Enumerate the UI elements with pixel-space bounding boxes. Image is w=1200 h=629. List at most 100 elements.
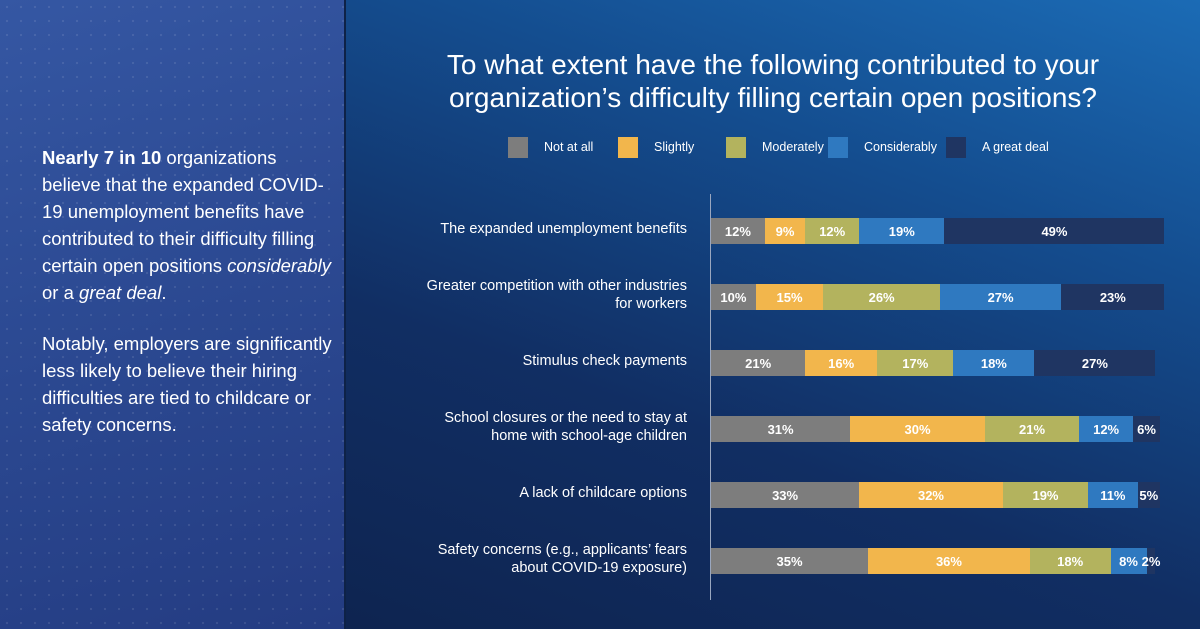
bar-segment: 11%: [1088, 482, 1138, 508]
bar-segment: 10%: [711, 284, 756, 310]
legend-item: A great deal: [946, 136, 1049, 158]
category-label: Greater competition with other industrie…: [357, 277, 687, 313]
summary-paragraph-2: Notably, employers are significantly les…: [42, 333, 332, 435]
bar-data-label: 15%: [776, 289, 803, 305]
bar-segment: 2%: [1142, 548, 1160, 574]
bar-data-label: 49%: [1041, 223, 1068, 239]
bar-segment: 6%: [1133, 416, 1160, 442]
bar-segment: 17%: [877, 350, 954, 376]
bar-data-label: 5%: [1139, 487, 1159, 503]
bar-segment: 30%: [850, 416, 985, 442]
summary-paragraph-1: Nearly 7 in 10 organizations believe tha…: [42, 144, 332, 306]
legend-item: Considerably: [828, 136, 937, 158]
category-label-line: for workers: [615, 296, 687, 312]
summary-text-part: organizations believe that the expanded …: [42, 147, 324, 276]
legend-label: A great deal: [982, 140, 1049, 154]
bar-segment: 27%: [1034, 350, 1156, 376]
bar-data-label: 23%: [1099, 289, 1126, 305]
legend-swatch: [828, 136, 848, 158]
bar-segment: 16%: [805, 350, 878, 376]
bar-segment: 31%: [711, 416, 851, 442]
bar-data-label: 21%: [1019, 421, 1046, 437]
summary-italic-considerably: considerably: [227, 255, 331, 276]
bar-data-label: 18%: [1057, 553, 1084, 569]
category-label: The expanded unemployment benefits: [357, 220, 687, 238]
summary-text-part: or a: [42, 282, 80, 303]
bar-data-label: 33%: [772, 487, 799, 503]
bar-data-label: 17%: [902, 355, 929, 371]
bar-segment: 18%: [1029, 548, 1111, 574]
bar-data-label: 12%: [724, 223, 751, 239]
category-label-line: Stimulus check payments: [522, 353, 687, 369]
bar-data-label: 11%: [1100, 487, 1126, 503]
bar-segment: 35%: [711, 548, 869, 574]
bar-data-label: 8%: [1119, 553, 1138, 569]
chart-title-line-1: To what extent have the following contri…: [446, 49, 1100, 80]
chart-title: To what extent have the following contri…: [346, 48, 1200, 114]
bar-segment: 15%: [755, 284, 824, 310]
summary-highlight: Nearly 7 in 10: [42, 147, 162, 168]
category-label: Safety concerns (e.g., applicants’ fears…: [357, 541, 687, 577]
bar-segment: 18%: [953, 350, 1035, 376]
bar-segment: 19%: [1002, 482, 1089, 508]
category-label-line: about COVID-19 exposure): [511, 560, 687, 576]
bar-segment: 23%: [1061, 284, 1165, 310]
bar-segment: 33%: [711, 482, 860, 508]
category-label-line: The expanded unemployment benefits: [440, 221, 687, 237]
chart-panel: [346, 0, 1200, 629]
category-label: A lack of childcare options: [357, 484, 687, 502]
legend-label: Slightly: [654, 140, 695, 154]
legend-swatch: [726, 136, 746, 158]
bar-segment: 21%: [711, 350, 806, 376]
bar-data-label: 10%: [720, 289, 747, 305]
bar-segment: 21%: [984, 416, 1080, 442]
bar-data-label: 2%: [1141, 553, 1161, 569]
legend-swatch: [946, 136, 966, 158]
legend-label: Considerably: [864, 140, 937, 154]
bar-segment: 36%: [868, 548, 1030, 574]
legend-label: Moderately: [762, 140, 824, 154]
bar-data-label: 6%: [1137, 421, 1156, 437]
chart-title-line-2: organization’s difficulty filling certai…: [448, 82, 1098, 113]
bar-data-label: 12%: [1093, 421, 1120, 437]
category-label: School closures or the need to stay at ho…: [357, 409, 687, 445]
bar-segment: 8%: [1110, 548, 1147, 574]
bar-data-label: 27%: [987, 289, 1014, 305]
bar-data-label: 27%: [1081, 355, 1108, 371]
bar-segment: 26%: [823, 284, 940, 310]
legend-swatch: [508, 136, 528, 158]
bar-data-label: 30%: [904, 421, 931, 437]
bar-data-label: 16%: [828, 355, 855, 371]
dot-pattern: [0, 0, 344, 629]
bar-data-label: 18%: [980, 355, 1007, 371]
bar-data-label: 31%: [767, 421, 794, 437]
bar-data-label: 19%: [888, 223, 915, 239]
category-label-line: Greater competition with other industrie…: [426, 278, 687, 294]
left-panel: [0, 0, 344, 629]
category-label-line: home with school-age children: [491, 428, 687, 444]
category-label: Stimulus check payments: [357, 352, 687, 370]
bar-segment: 49%: [944, 218, 1165, 244]
bar-data-label: 9%: [775, 223, 795, 239]
bar-data-label: 36%: [935, 553, 962, 569]
legend-item: Slightly: [618, 136, 694, 158]
legend-item: Not at all: [508, 136, 593, 158]
bar-segment: 32%: [859, 482, 1003, 508]
category-axis-line: [710, 194, 711, 600]
bar-segment: 19%: [859, 218, 945, 244]
panel-divider: [344, 0, 346, 629]
bar-segment: 12%: [805, 218, 860, 244]
summary-text: Nearly 7 in 10 organizations believe tha…: [42, 144, 332, 462]
legend-item: Moderately: [726, 136, 824, 158]
category-label-line: School closures or the need to stay at: [444, 410, 687, 426]
bar-segment: 12%: [711, 218, 765, 244]
summary-italic-great-deal: great deal: [79, 282, 162, 303]
bar-segment: 9%: [764, 218, 806, 244]
bar-data-label: 19%: [1032, 487, 1059, 503]
bar-data-label: 35%: [776, 553, 803, 569]
bar-data-label: 32%: [917, 487, 944, 503]
summary-text-part: .: [161, 282, 167, 303]
legend-swatch: [618, 136, 638, 158]
bar-data-label: 26%: [868, 289, 895, 305]
bar-segment: 27%: [939, 284, 1062, 310]
